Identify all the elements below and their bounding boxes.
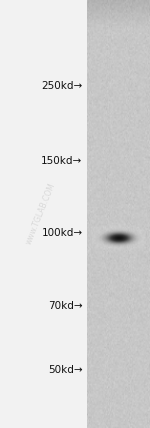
Text: 50kd→: 50kd→: [48, 365, 82, 375]
Text: 150kd→: 150kd→: [41, 155, 82, 166]
Text: www.TGLAB.COM: www.TGLAB.COM: [24, 182, 57, 246]
Text: 250kd→: 250kd→: [41, 80, 82, 91]
Text: 70kd→: 70kd→: [48, 301, 82, 311]
Text: 100kd→: 100kd→: [41, 228, 82, 238]
